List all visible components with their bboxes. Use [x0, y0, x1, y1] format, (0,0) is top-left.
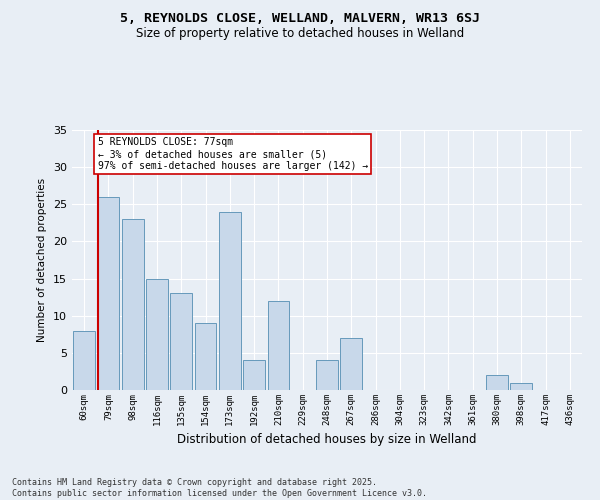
Bar [170, 294, 192, 390]
Bar [219, 212, 241, 390]
Bar [486, 375, 508, 390]
Text: 5, REYNOLDS CLOSE, WELLAND, MALVERN, WR13 6SJ: 5, REYNOLDS CLOSE, WELLAND, MALVERN, WR1… [120, 12, 480, 26]
Bar [340, 338, 362, 390]
Bar [243, 360, 265, 390]
Text: 5 REYNOLDS CLOSE: 77sqm
← 3% of detached houses are smaller (5)
97% of semi-deta: 5 REYNOLDS CLOSE: 77sqm ← 3% of detached… [97, 138, 368, 170]
Text: Contains HM Land Registry data © Crown copyright and database right 2025.
Contai: Contains HM Land Registry data © Crown c… [12, 478, 427, 498]
Y-axis label: Number of detached properties: Number of detached properties [37, 178, 47, 342]
Bar [268, 301, 289, 390]
Bar [316, 360, 338, 390]
Bar [73, 330, 95, 390]
Bar [194, 323, 217, 390]
Bar [511, 382, 532, 390]
Text: Size of property relative to detached houses in Welland: Size of property relative to detached ho… [136, 28, 464, 40]
Bar [146, 278, 168, 390]
Bar [122, 219, 143, 390]
X-axis label: Distribution of detached houses by size in Welland: Distribution of detached houses by size … [177, 434, 477, 446]
Bar [97, 197, 119, 390]
